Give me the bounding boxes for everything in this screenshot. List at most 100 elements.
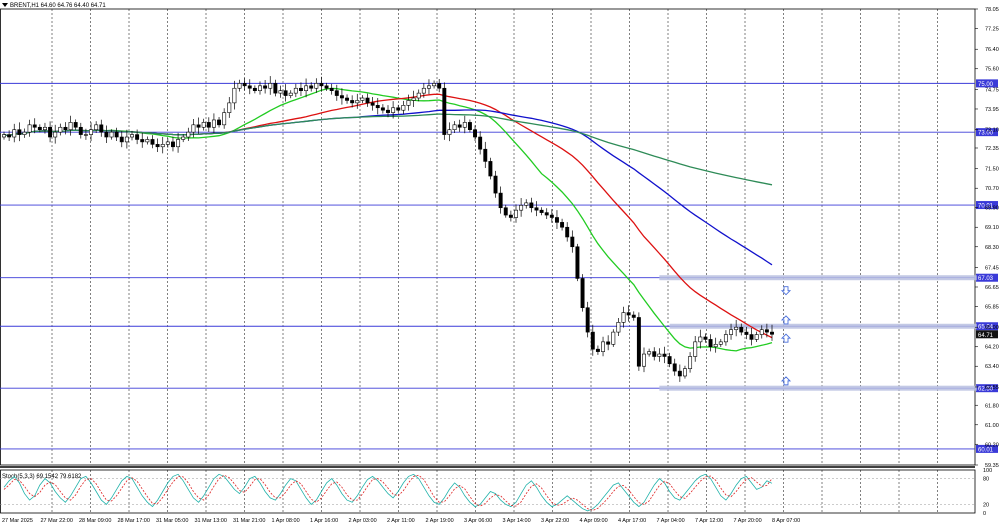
candle-body	[304, 85, 309, 91]
level-label: 62.50	[978, 387, 994, 393]
candle-body	[606, 341, 611, 345]
candle-body	[298, 87, 303, 91]
level-label: 67.03	[978, 276, 994, 282]
stoch-series-2	[3, 474, 773, 511]
candle-body	[375, 105, 380, 109]
candle-body	[140, 139, 145, 143]
level-label-box	[976, 322, 998, 331]
y-tick-label: 71.50	[985, 167, 999, 173]
price-zone	[659, 275, 977, 281]
candle-body	[493, 175, 498, 194]
y-tick-label: 62.55	[985, 385, 999, 391]
candle-body	[170, 141, 175, 148]
y-tick-label: 61.00	[985, 423, 999, 429]
candle-body	[186, 131, 191, 138]
level-label: 73.00	[978, 131, 994, 137]
y-tick-label: 72.35	[985, 146, 999, 152]
level-label: 75.00	[978, 82, 994, 88]
candle-body	[391, 107, 396, 113]
candle-body	[222, 112, 227, 126]
candle-body	[590, 331, 595, 350]
x-tick-label: 28 Mar 17:00	[118, 518, 150, 524]
candle-body	[416, 92, 421, 99]
candle-body	[452, 124, 457, 131]
candle-body	[63, 126, 68, 131]
x-tick-label: 4 Apr 17:00	[618, 518, 646, 524]
candle-body	[611, 331, 616, 345]
candle-body	[467, 122, 472, 131]
arrow-up-icon	[780, 376, 792, 386]
candle-body	[406, 100, 411, 106]
candle-body	[698, 336, 703, 343]
x-tick-label: 3 Apr 22:00	[541, 518, 569, 524]
candle-body	[124, 136, 129, 143]
candle-body	[42, 126, 47, 131]
candle-body	[99, 124, 104, 133]
candle-body	[360, 97, 365, 101]
candle-body	[217, 119, 222, 126]
candle-body	[258, 85, 262, 91]
candle-body	[554, 217, 559, 223]
candle-body	[703, 336, 708, 340]
candle-body	[739, 326, 744, 333]
candle-body	[78, 126, 83, 135]
candle-body	[309, 85, 314, 89]
y-tick-label: 77.25	[985, 27, 999, 33]
candle-body	[283, 90, 288, 96]
candle-body	[109, 131, 114, 138]
candle-body	[89, 129, 94, 135]
candle-body	[206, 122, 211, 128]
candle-body	[160, 144, 165, 148]
candle-body	[130, 134, 134, 138]
stoch-y-label: 100	[983, 468, 992, 474]
candle-body	[380, 107, 385, 111]
y-tick-label: 59.35	[985, 463, 999, 469]
candle-body	[32, 124, 37, 128]
candle-body	[473, 129, 478, 138]
arrow-up-icon	[780, 315, 792, 325]
candle-body	[626, 312, 631, 316]
candle-body	[53, 131, 58, 138]
candle-body	[457, 124, 462, 128]
candle-body	[22, 131, 27, 135]
candle-body	[370, 102, 375, 106]
y-tick-label: 63.40	[985, 364, 999, 370]
level-label: 65.04	[978, 325, 994, 331]
y-tick-label: 73.95	[985, 107, 999, 113]
candle-body	[396, 107, 401, 111]
candle-body	[211, 119, 216, 128]
candle-body	[227, 102, 232, 113]
candle-body	[498, 192, 503, 209]
candle-body	[145, 139, 150, 143]
candle-body	[119, 136, 124, 143]
y-tick-label: 64.20	[985, 345, 999, 351]
candle-body	[560, 222, 565, 228]
candle-body	[191, 124, 196, 133]
level-label-box	[976, 128, 998, 137]
y-tick-label: 75.60	[985, 67, 999, 73]
candle-body	[114, 131, 119, 138]
candle-body	[232, 87, 237, 104]
candle-body	[575, 246, 580, 279]
candle-body	[657, 353, 662, 357]
y-tick-label: 67.45	[985, 265, 999, 271]
candle-body	[432, 83, 437, 87]
candle-body	[355, 100, 360, 104]
x-tick-label: 2 Apr 03:00	[349, 518, 377, 524]
candle-body	[729, 329, 734, 335]
candle-body	[565, 226, 570, 238]
x-tick-label: 4 Apr 09:00	[580, 518, 608, 524]
candle-body	[334, 90, 339, 96]
x-tick-label: 2 Apr 19:00	[426, 518, 454, 524]
x-tick-label: 1 Apr 16:00	[310, 518, 338, 524]
level-label-box	[976, 273, 998, 282]
candle-body	[652, 351, 657, 357]
candle-body	[196, 124, 201, 128]
header-dropdown-icon[interactable]	[2, 3, 8, 7]
candle-body	[314, 83, 319, 89]
candle-body	[329, 87, 334, 91]
candle-body	[68, 122, 73, 131]
candle-body	[754, 334, 759, 340]
candle-body	[339, 95, 344, 99]
